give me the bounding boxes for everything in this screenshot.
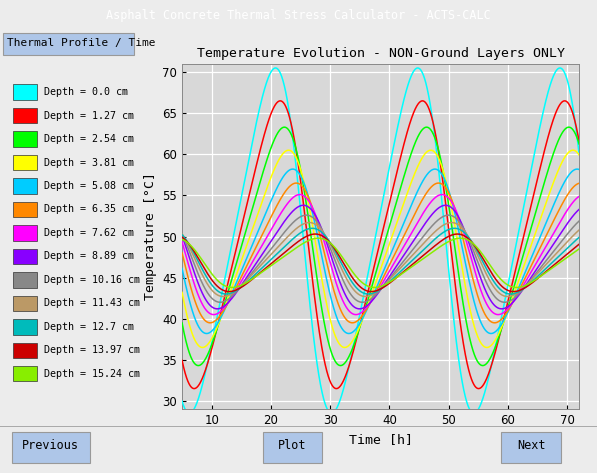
FancyBboxPatch shape xyxy=(263,432,322,463)
Text: Depth = 3.81 cm: Depth = 3.81 cm xyxy=(44,158,134,167)
Text: Depth = 12.7 cm: Depth = 12.7 cm xyxy=(44,322,134,332)
Text: Depth = 0.0 cm: Depth = 0.0 cm xyxy=(44,87,128,97)
Text: Depth = 13.97 cm: Depth = 13.97 cm xyxy=(44,345,140,355)
Text: Depth = 10.16 cm: Depth = 10.16 cm xyxy=(44,275,140,285)
Bar xyxy=(13,85,37,100)
Bar xyxy=(13,296,37,311)
Bar xyxy=(13,131,37,147)
Text: Depth = 1.27 cm: Depth = 1.27 cm xyxy=(44,111,134,121)
Text: Plot: Plot xyxy=(278,439,307,452)
Bar xyxy=(13,319,37,334)
Bar xyxy=(13,342,37,358)
FancyBboxPatch shape xyxy=(12,432,90,463)
Bar xyxy=(13,225,37,241)
Y-axis label: Temperature [°C]: Temperature [°C] xyxy=(144,173,157,300)
Text: Depth = 8.89 cm: Depth = 8.89 cm xyxy=(44,252,134,262)
Bar xyxy=(13,272,37,288)
FancyBboxPatch shape xyxy=(3,33,134,55)
Text: Depth = 15.24 cm: Depth = 15.24 cm xyxy=(44,369,140,379)
Text: Previous: Previous xyxy=(22,439,79,452)
Bar xyxy=(13,178,37,193)
Text: Asphalt Concrete Thermal Stress Calculator - ACTS-CALC: Asphalt Concrete Thermal Stress Calculat… xyxy=(106,9,491,22)
Bar xyxy=(13,366,37,381)
X-axis label: Time [h]: Time [h] xyxy=(349,433,413,446)
Text: Depth = 5.08 cm: Depth = 5.08 cm xyxy=(44,181,134,191)
Text: Depth = 2.54 cm: Depth = 2.54 cm xyxy=(44,134,134,144)
Bar xyxy=(13,249,37,264)
Title: Temperature Evolution - NON-Ground Layers ONLY: Temperature Evolution - NON-Ground Layer… xyxy=(196,47,565,60)
Bar xyxy=(0,426,597,427)
Text: Thermal Profile / Time: Thermal Profile / Time xyxy=(7,38,156,48)
Text: Next: Next xyxy=(517,439,546,452)
Text: Depth = 11.43 cm: Depth = 11.43 cm xyxy=(44,298,140,308)
Bar xyxy=(13,155,37,170)
FancyBboxPatch shape xyxy=(501,432,561,463)
Bar xyxy=(13,202,37,217)
Text: Depth = 7.62 cm: Depth = 7.62 cm xyxy=(44,228,134,238)
Bar xyxy=(13,108,37,123)
Text: Depth = 6.35 cm: Depth = 6.35 cm xyxy=(44,204,134,214)
